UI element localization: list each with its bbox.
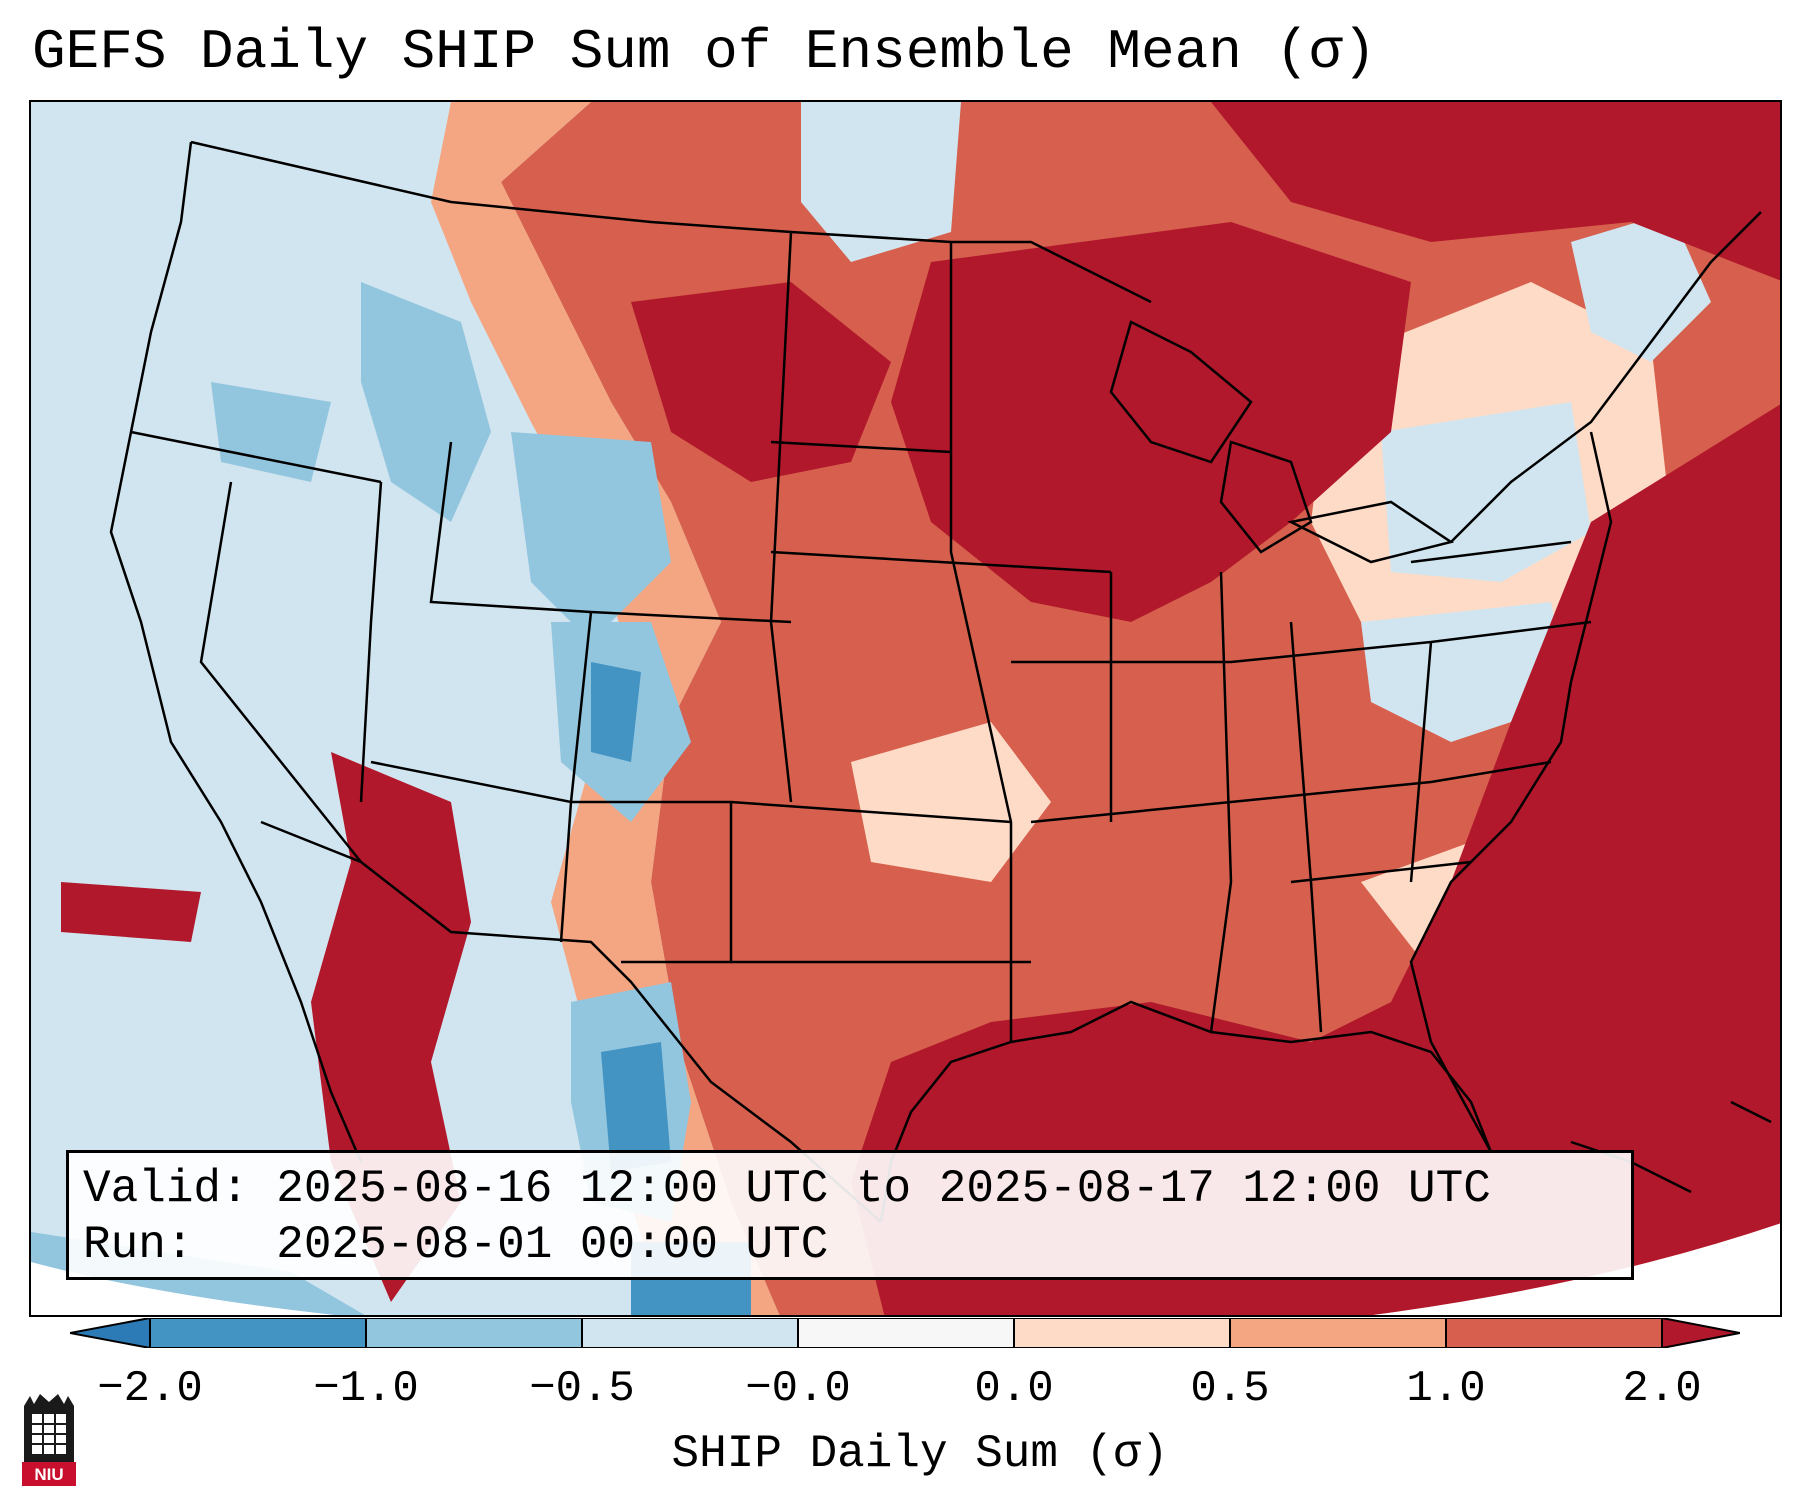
colorbar-tick-label: −2.0 <box>97 1364 203 1414</box>
colorbar-tick-label: 0.5 <box>1190 1364 1270 1414</box>
colorbar-tick-label: −0.0 <box>745 1364 851 1414</box>
valid-run-info-box: Valid: 2025-08-16 12:00 UTC to 2025-08-1… <box>66 1150 1634 1280</box>
boundary-lines <box>109 140 1772 1223</box>
colorbar-tick-label: 2.0 <box>1622 1364 1702 1414</box>
map-panel <box>29 100 1782 1317</box>
colorbar-segment-0-05 <box>1014 1318 1230 1348</box>
colorbar-label: SHIP Daily Sum (σ) <box>671 1428 1169 1480</box>
colorbar-segment-zero <box>798 1318 1014 1348</box>
colorbar-extend-low <box>70 1318 150 1348</box>
colorbar-segment-m1-m05 <box>366 1318 582 1348</box>
run-time: 2025-08-01 00:00 UTC <box>276 1219 829 1271</box>
colorbar-segment-1-2 <box>1446 1318 1662 1348</box>
colorbar-tick-label: −0.5 <box>529 1364 635 1414</box>
valid-label: Valid: <box>83 1163 249 1215</box>
colorbar-tick-label: −1.0 <box>313 1364 419 1414</box>
valid-range: 2025-08-16 12:00 UTC to 2025-08-17 12:00… <box>276 1163 1491 1215</box>
colorbar-segment-m05-0 <box>582 1318 798 1348</box>
run-label: Run: <box>83 1219 194 1271</box>
niu-logo-icon: NIU <box>22 1394 76 1486</box>
anomaly-map <box>31 102 1780 1315</box>
colorbar-tick-label: 0.0 <box>974 1364 1054 1414</box>
colorbar-segment-05-1 <box>1230 1318 1446 1348</box>
colorbar <box>70 1318 1740 1348</box>
colorbar-tick-label: 1.0 <box>1406 1364 1486 1414</box>
anomaly-field <box>31 102 1780 1315</box>
map-title: GEFS Daily SHIP Sum of Ensemble Mean (σ) <box>32 20 1377 84</box>
svg-text:NIU: NIU <box>34 1465 63 1484</box>
colorbar-extend-high <box>1662 1318 1740 1348</box>
colorbar-segment-m2-m1 <box>150 1318 366 1348</box>
